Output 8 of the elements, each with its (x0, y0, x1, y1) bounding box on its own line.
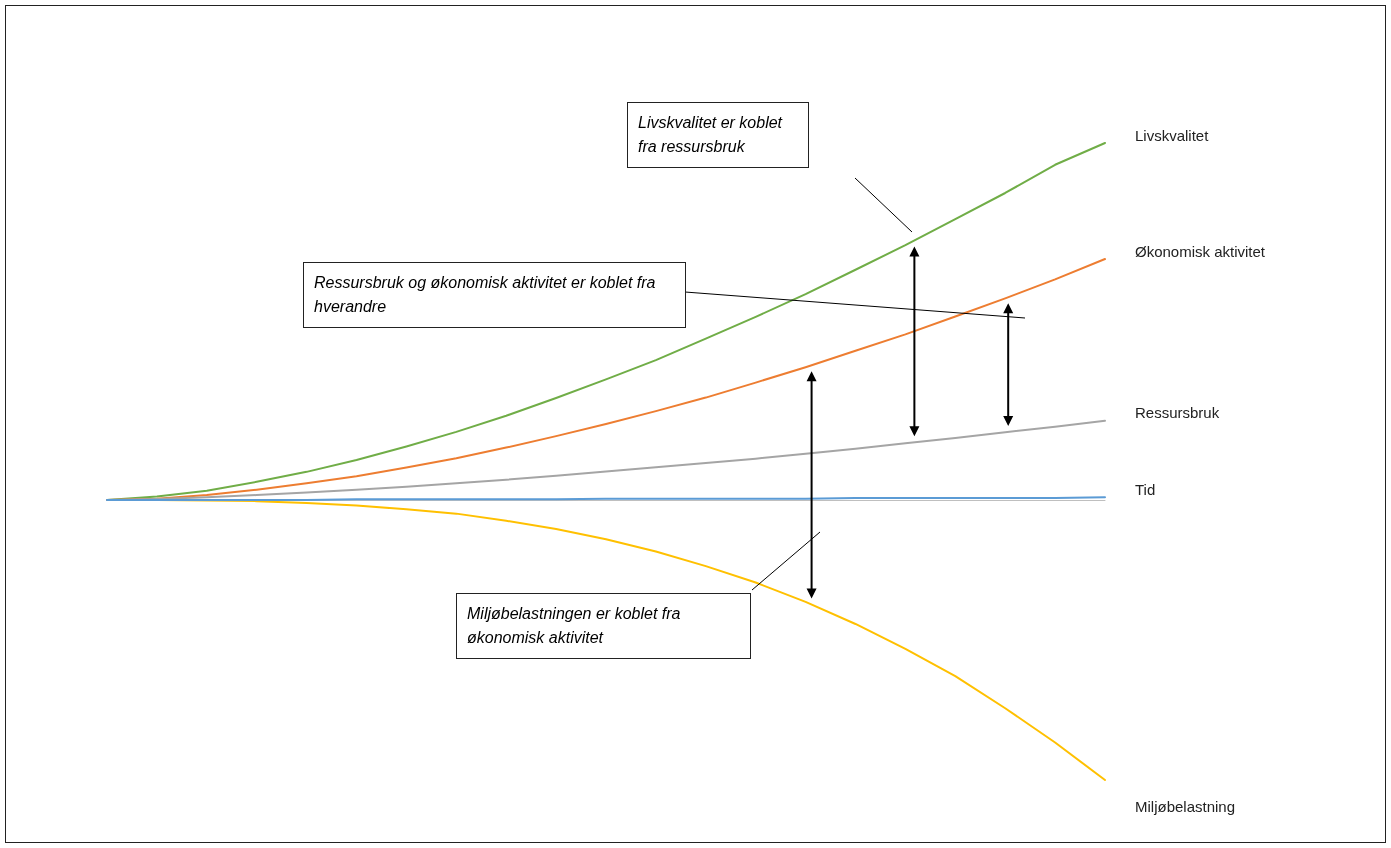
text: Livskvalitet (1135, 126, 1210, 144)
callout-box: Ressursbruk og økonomisk aktivitet er koblet fra hverandre (303, 262, 686, 328)
callout-box: Livskvalitet er koblet fra ressursbruk (627, 102, 809, 168)
callout-box: Miljøbelastningen er koblet fra økonomisk aktivitet (456, 593, 751, 659)
text: Ressursbruk (1135, 404, 1220, 422)
text: Miljøbelastning (1135, 797, 1236, 815)
text: Økonomisk aktivitet (1135, 242, 1266, 260)
text: Tid (1135, 480, 1156, 498)
